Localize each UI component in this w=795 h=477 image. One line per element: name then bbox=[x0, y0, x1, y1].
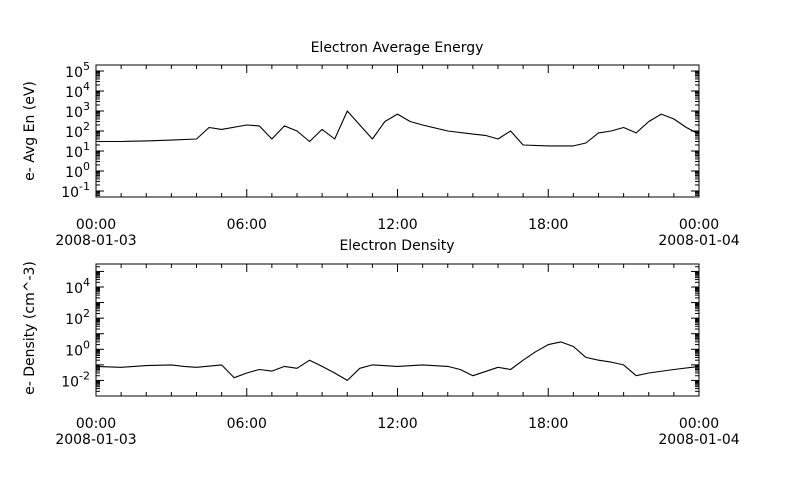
density-panel: Electron Density e- Density (cm^-3) 10-2… bbox=[22, 238, 740, 448]
density-series bbox=[95, 341, 700, 381]
energy-y-tick-label: 101 bbox=[65, 140, 90, 161]
density-x-tick-label: 00:00 bbox=[76, 416, 116, 432]
energy-y-tick-label: 105 bbox=[65, 60, 90, 81]
energy-y-tick-label: 102 bbox=[65, 120, 90, 141]
energy-x-tick-date: 2008-01-03 bbox=[55, 233, 136, 249]
density-x-tick-label: 18:00 bbox=[528, 416, 568, 432]
energy-series bbox=[96, 110, 700, 147]
density-y-axis: 10-2 100 102 104 bbox=[61, 263, 699, 397]
energy-x-tick-label: 00:00 bbox=[679, 217, 719, 233]
density-x-tick-date: 2008-01-04 bbox=[658, 432, 739, 448]
energy-panel: Electron Average Energy e- Avg En (eV) 1… bbox=[22, 40, 740, 249]
density-x-tick-label: 06:00 bbox=[227, 416, 267, 432]
energy-x-tick-label: 18:00 bbox=[528, 217, 568, 233]
energy-series-line bbox=[96, 110, 700, 147]
density-y-tick-label: 100 bbox=[65, 338, 90, 359]
density-x-tick-label: 00:00 bbox=[679, 416, 719, 432]
density-x-tick-date: 2008-01-03 bbox=[55, 432, 136, 448]
energy-x-tick-date: 2008-01-04 bbox=[658, 233, 739, 249]
energy-y-axis-label: e- Avg En (eV) bbox=[22, 81, 38, 181]
density-y-axis-label: e- Density (cm^-3) bbox=[22, 261, 38, 395]
energy-y-tick-label: 100 bbox=[65, 160, 90, 181]
density-x-tick-label: 12:00 bbox=[377, 416, 417, 432]
density-y-tick-label: 10-2 bbox=[61, 369, 90, 390]
density-chart-title: Electron Density bbox=[339, 238, 454, 254]
energy-chart-title: Electron Average Energy bbox=[311, 40, 484, 56]
density-plot-frame bbox=[95, 263, 700, 397]
energy-x-tick-label: 00:00 bbox=[76, 217, 116, 233]
energy-x-tick-label: 12:00 bbox=[377, 217, 417, 233]
density-y-tick-label: 104 bbox=[65, 276, 90, 297]
energy-y-tick-label: 104 bbox=[65, 80, 90, 101]
density-series-line bbox=[95, 341, 700, 381]
energy-y-tick-label: 10-1 bbox=[61, 180, 90, 201]
density-y-tick-label: 102 bbox=[65, 307, 90, 328]
energy-y-tick-label: 103 bbox=[65, 100, 90, 121]
energy-x-tick-label: 06:00 bbox=[227, 217, 267, 233]
